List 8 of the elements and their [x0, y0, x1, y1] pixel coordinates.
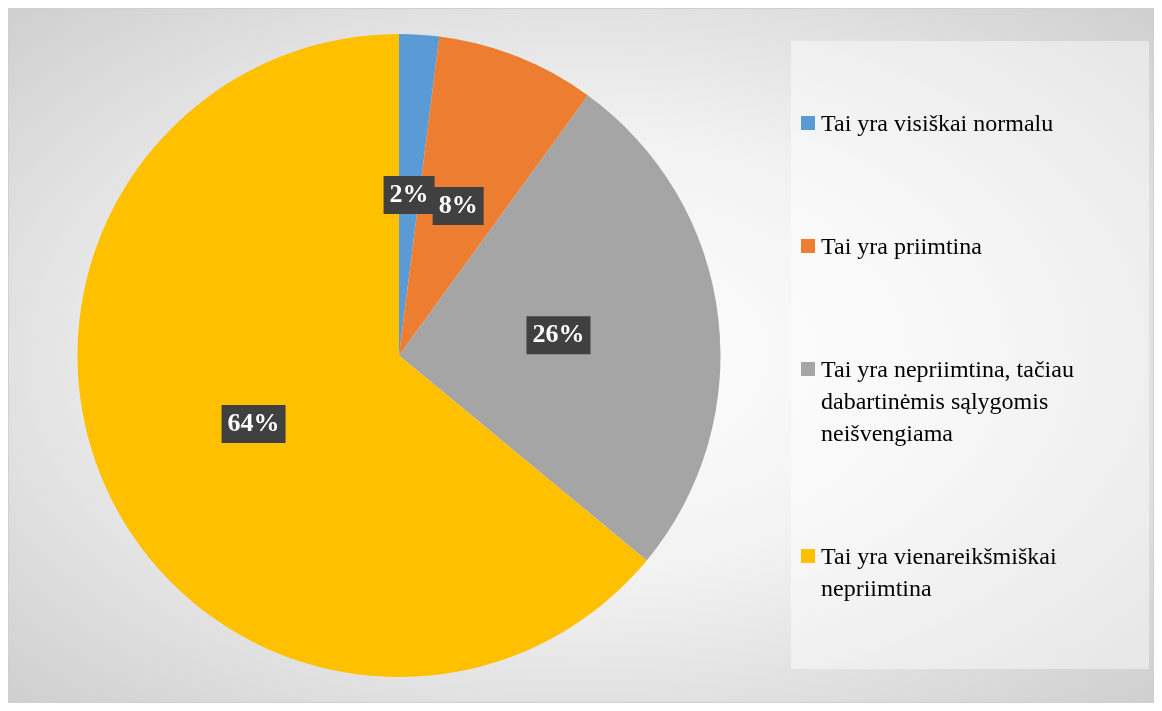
legend-label: Tai yra visiškai normalu — [821, 108, 1054, 138]
legend-label: Tai yra nepriimtina, tačiau dabartinėmis sąlygomis neišvengiama — [821, 354, 1075, 448]
legend-label: Tai yra priimtina — [821, 231, 982, 261]
data-label: 26% — [532, 319, 585, 349]
data-label: 8% — [438, 189, 478, 219]
data-label: 64% — [227, 407, 280, 437]
legend-label: Tai yra vienareikšmiškai nepriimtina — [821, 541, 1058, 603]
data-label: 2% — [389, 178, 429, 208]
